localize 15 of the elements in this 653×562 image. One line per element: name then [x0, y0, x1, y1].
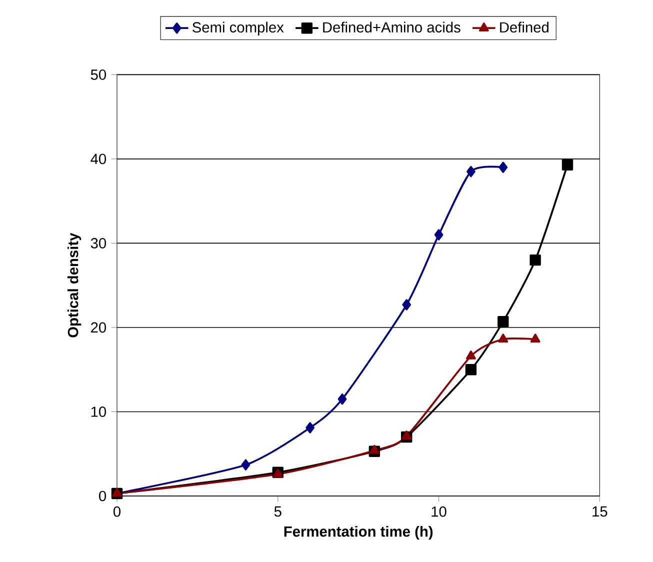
x-tick-label: 10: [432, 506, 446, 517]
y-tick-label: 10: [91, 406, 106, 417]
x-tick-label: 5: [274, 506, 282, 517]
y-tick-label: 0: [99, 490, 106, 502]
y-tick-label: 40: [90, 154, 106, 164]
y-tick-label: 50: [90, 70, 106, 80]
legend-label: Semi complex: [192, 22, 284, 36]
y-axis-title: Optical density: [67, 232, 82, 338]
legend-label: Defined: [500, 22, 548, 33]
y-tick-label: 30: [90, 238, 106, 248]
x-tick-label: 15: [592, 506, 608, 517]
y-tick-label: 20: [91, 322, 106, 333]
x-tick-label: 0: [113, 506, 120, 517]
x-axis-title: Fermentation time (h): [284, 526, 433, 540]
legend-label: Defined+Amino acids: [323, 22, 460, 33]
